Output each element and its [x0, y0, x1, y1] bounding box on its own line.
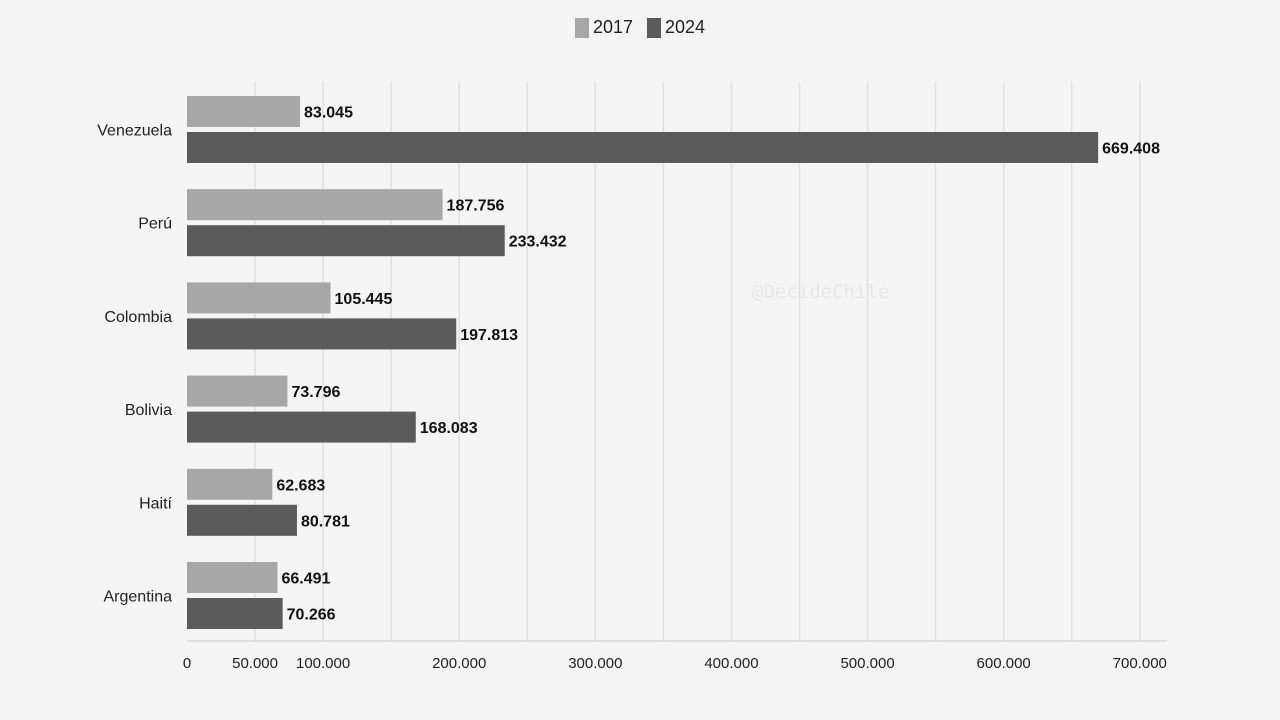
- legend-item-2017: 2017: [574, 17, 633, 38]
- legend-item-2024: 2024: [647, 17, 705, 38]
- legend-label-2017: 2017: [592, 17, 633, 37]
- x-tick-label: 400.000: [704, 655, 758, 672]
- legend-swatch-2017: [574, 17, 589, 38]
- category-label: Bolivia: [125, 402, 172, 419]
- bar-2017-haití: [187, 468, 273, 500]
- value-label: 197.813: [460, 327, 518, 344]
- category-label: Venezuela: [97, 123, 172, 140]
- value-label: 168.083: [420, 420, 478, 437]
- value-label: 66.491: [282, 571, 331, 588]
- value-label: 105.445: [335, 291, 393, 308]
- bar-2024-venezuela: [187, 132, 1099, 163]
- bar-2024-colombia: [187, 318, 457, 350]
- bar-2024-argentina: [187, 598, 283, 629]
- category-label: Colombia: [104, 309, 172, 326]
- x-tick-label: 700.000: [1113, 655, 1167, 672]
- value-label: 669.408: [1102, 141, 1160, 158]
- x-tick-label: 0: [183, 655, 191, 672]
- bar-2024-bolivia: [187, 411, 416, 443]
- x-tick-label: 200.000: [432, 655, 486, 672]
- bar-2017-perú: [187, 189, 443, 221]
- value-label: 187.756: [447, 198, 505, 215]
- watermark: @DecideChile: [752, 281, 890, 303]
- value-label: 80.781: [301, 513, 350, 530]
- value-label: 70.266: [287, 607, 336, 624]
- x-tick-label: 300.000: [568, 655, 622, 672]
- value-label: 83.045: [304, 105, 353, 122]
- bar-2017-argentina: [187, 562, 278, 593]
- bar-2024-perú: [187, 225, 505, 257]
- bar-2017-colombia: [187, 282, 331, 314]
- value-label: 233.432: [509, 234, 567, 251]
- bar-2017-bolivia: [187, 375, 288, 407]
- x-tick-label: 500.000: [840, 655, 894, 672]
- category-label: Haití: [139, 495, 172, 512]
- value-label: 62.683: [276, 477, 325, 494]
- chart-legend: 2017 2024: [0, 17, 1280, 38]
- bar-2017-venezuela: [187, 96, 301, 127]
- value-label: 73.796: [291, 384, 340, 401]
- bar-2024-haití: [187, 504, 297, 536]
- category-label: Perú: [138, 216, 172, 233]
- category-label: Argentina: [104, 589, 173, 606]
- x-tick-label: 100.000: [296, 655, 350, 672]
- x-tick-label: 600.000: [977, 655, 1031, 672]
- legend-label-2024: 2024: [665, 17, 706, 37]
- x-tick-label: 50.000: [232, 655, 278, 672]
- legend-swatch-2024: [647, 17, 661, 38]
